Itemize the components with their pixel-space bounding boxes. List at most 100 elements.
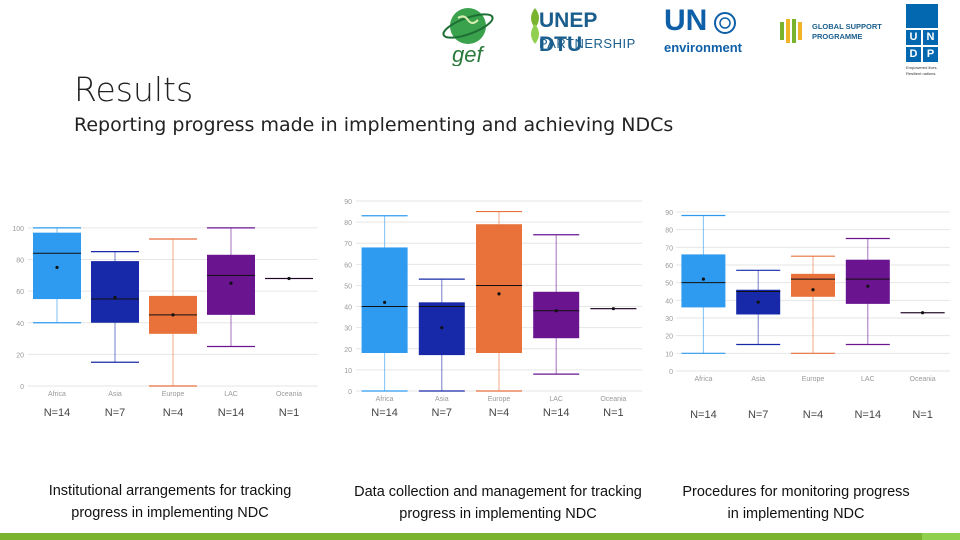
mean-marker-africa xyxy=(383,300,387,304)
sample-count-africa: N=14 xyxy=(44,407,71,419)
bottom-accent-bar-end xyxy=(922,533,960,540)
chart-2-caption: Data collection and management for track… xyxy=(354,484,642,522)
y-tick-label: 0 xyxy=(348,389,352,396)
x-tick-label-oceania: Oceania xyxy=(276,391,302,398)
undp-tagline-1: Empowered lives. xyxy=(906,65,938,70)
x-tick-label-asia: Asia xyxy=(108,391,122,398)
box-africa xyxy=(681,254,726,308)
sample-count-africa: N=14 xyxy=(690,409,717,421)
page-subtitle: Reporting progress made in implementing … xyxy=(74,114,674,136)
undp-logo: U N D P Empowered lives. Resilient natio… xyxy=(906,4,942,80)
gsp-logo: GLOBAL SUPPORT PROGRAMME xyxy=(778,16,888,50)
chart-1-caption: Institutional arrangements for tracking … xyxy=(48,483,292,521)
chart-3-caption: Procedures for monitoring progress in im… xyxy=(682,484,910,522)
bottom-accent-bar xyxy=(0,533,960,540)
y-tick-label: 20 xyxy=(16,352,24,359)
mean-marker-africa xyxy=(55,265,59,270)
un-environment-logo: UN environment xyxy=(664,6,754,56)
mean-marker-europe xyxy=(497,292,501,296)
sample-count-asia: N=7 xyxy=(105,407,126,419)
y-tick-label: 40 xyxy=(16,321,24,328)
gsp-text-1: GLOBAL SUPPORT xyxy=(812,22,882,31)
box-europe xyxy=(791,273,835,297)
mean-marker-europe xyxy=(171,313,175,317)
leaf-icon xyxy=(531,8,539,44)
y-tick-label: 80 xyxy=(16,258,24,265)
mean-marker-asia xyxy=(113,295,117,300)
gsp-text-2: PROGRAMME xyxy=(812,32,863,41)
sample-count-lac: N=14 xyxy=(218,407,245,419)
y-tick-label: 10 xyxy=(665,351,673,358)
sample-count-lac: N=14 xyxy=(854,409,881,421)
y-tick-label: 0 xyxy=(20,384,24,391)
y-tick-label: 20 xyxy=(344,347,352,354)
mean-marker-oceania xyxy=(611,307,616,311)
y-tick-label: 50 xyxy=(344,283,352,290)
y-tick-label: 0 xyxy=(669,369,673,376)
x-tick-label-africa: Africa xyxy=(694,376,712,383)
undp-letter-n: N xyxy=(923,30,938,45)
y-tick-label: 70 xyxy=(344,241,352,248)
x-tick-label-lac: LAC xyxy=(549,396,563,403)
box-asia xyxy=(91,261,139,323)
y-tick-label: 40 xyxy=(344,305,352,312)
sample-count-oceania: N=1 xyxy=(912,409,933,421)
sample-count-asia: N=7 xyxy=(432,407,453,419)
undp-letter-d: D xyxy=(906,47,921,62)
mean-marker-oceania xyxy=(921,311,925,315)
unep-dtu-logo: UNEP DTU PARTNERSHIP xyxy=(525,6,645,56)
x-tick-label-africa: Africa xyxy=(376,396,394,403)
y-tick-label: 60 xyxy=(344,262,352,269)
box-africa xyxy=(361,247,408,353)
mean-marker-lac xyxy=(554,309,558,313)
y-tick-label: 10 xyxy=(344,368,352,375)
x-tick-label-lac: LAC xyxy=(861,376,875,383)
x-tick-label-africa: Africa xyxy=(48,391,66,398)
sample-count-europe: N=4 xyxy=(803,409,824,421)
x-tick-label-europe: Europe xyxy=(162,391,185,398)
mean-marker-lac xyxy=(229,281,233,285)
x-tick-label-europe: Europe xyxy=(802,376,825,383)
box-europe xyxy=(476,224,522,353)
sample-count-oceania: N=1 xyxy=(603,407,624,419)
mean-marker-asia xyxy=(756,300,760,304)
sample-count-europe: N=4 xyxy=(489,407,510,419)
un-text: UN xyxy=(664,4,708,37)
x-tick-label-oceania: Oceania xyxy=(910,376,936,383)
box-lac xyxy=(845,259,890,304)
undp-letter-p: P xyxy=(923,47,938,62)
y-tick-label: 90 xyxy=(344,199,352,206)
x-tick-label-europe: Europe xyxy=(488,396,511,403)
y-tick-label: 80 xyxy=(344,220,352,227)
undp-emblem xyxy=(906,4,938,28)
unep-dtu-subtitle: PARTNERSHIP xyxy=(539,36,636,51)
mean-marker-europe xyxy=(811,288,815,292)
mean-marker-lac xyxy=(866,284,870,288)
sample-count-africa: N=14 xyxy=(371,407,398,419)
y-tick-label: 30 xyxy=(665,316,673,323)
x-tick-label-oceania: Oceania xyxy=(600,396,626,403)
gef-logo-text: gef xyxy=(452,42,485,66)
sample-count-oceania: N=1 xyxy=(279,407,300,419)
page-title: Results xyxy=(74,70,194,109)
unep-dtu-title: UNEP DTU xyxy=(539,9,597,56)
gsp-emblem-icon xyxy=(780,19,802,43)
y-tick-label: 60 xyxy=(16,289,24,296)
sample-count-lac: N=14 xyxy=(543,407,570,419)
sample-count-asia: N=7 xyxy=(748,409,769,421)
y-tick-label: 70 xyxy=(665,245,673,252)
undp-letter-u: U xyxy=(906,30,921,45)
y-tick-label: 100 xyxy=(12,226,24,233)
gef-logo: gef xyxy=(442,8,494,66)
y-tick-label: 90 xyxy=(665,210,673,217)
mean-marker-asia xyxy=(440,326,444,330)
undp-tagline-2: Resilient nations. xyxy=(906,71,937,76)
sample-count-europe: N=4 xyxy=(163,407,184,419)
un-emblem-icon xyxy=(714,12,736,34)
y-tick-label: 60 xyxy=(665,263,673,270)
x-tick-label-lac: LAC xyxy=(224,391,238,398)
y-tick-label: 80 xyxy=(665,228,673,235)
environment-text: environment xyxy=(664,40,743,55)
y-tick-label: 20 xyxy=(665,334,673,341)
